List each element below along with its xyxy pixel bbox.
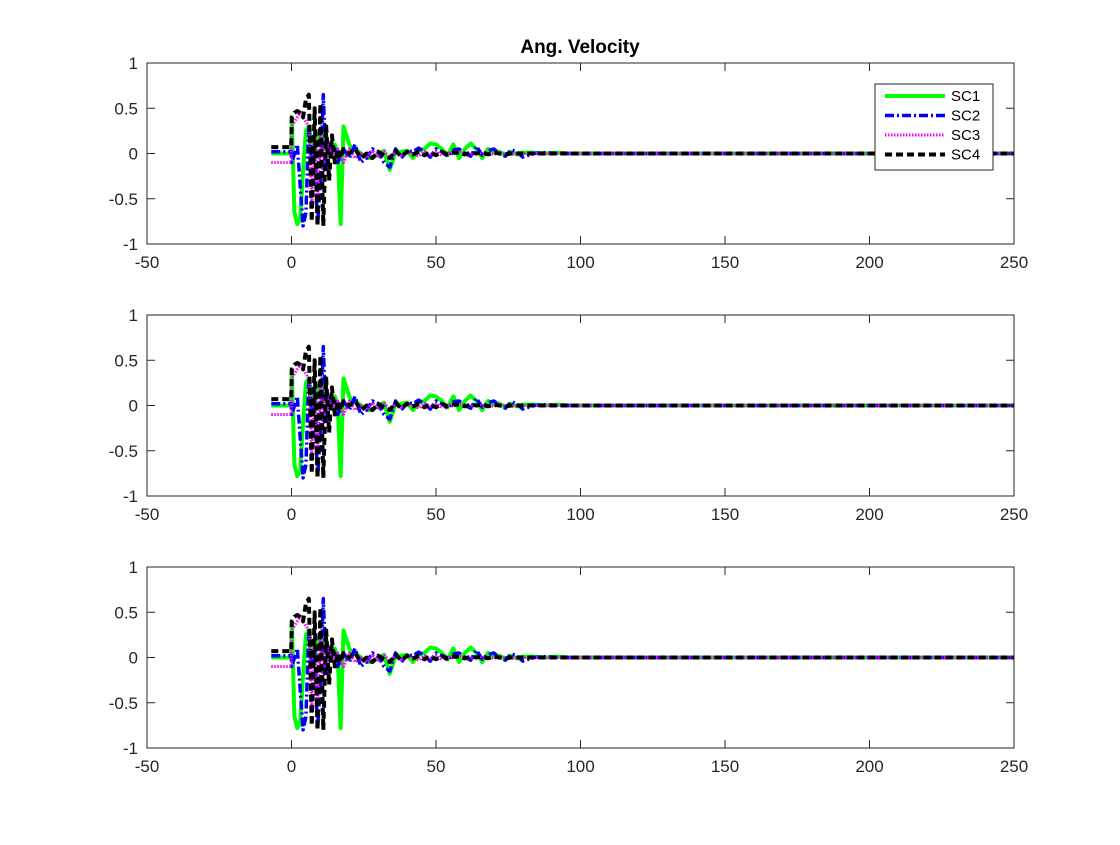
x-tick-label: 250 [1000, 757, 1028, 776]
series-line-sc4 [271, 344, 1014, 480]
axes-3: -50 0 50 100 150 200 250 -1 -0.5 0 0.5 1 [109, 558, 1028, 776]
x-tick-label: 250 [1000, 505, 1028, 524]
plot-area [271, 596, 1014, 732]
y-tick-label: 0.5 [114, 603, 138, 622]
legend-label-sc1: SC1 [951, 88, 980, 105]
y-tick-label: 0 [129, 145, 138, 164]
x-tick-label: 150 [711, 253, 739, 272]
series-line-sc4 [271, 92, 1014, 228]
y-tick-label: -0.5 [109, 442, 138, 461]
axes-2: -50 0 50 100 150 200 250 -1 -0.5 0 0.5 1 [109, 306, 1028, 524]
chart-title: Ang. Velocity [520, 37, 640, 58]
series-line-sc1 [271, 619, 1014, 731]
x-tick-label: 0 [287, 505, 296, 524]
legend-label-sc4: SC4 [951, 147, 980, 164]
y-tick-label: -0.5 [109, 694, 138, 713]
x-tick-label: 100 [566, 253, 594, 272]
x-tick-label: 250 [1000, 253, 1028, 272]
y-tick-label: 1 [129, 54, 138, 73]
y-tick-label: 0 [129, 397, 138, 416]
y-tick-label: 0.5 [114, 351, 138, 370]
plot-area [271, 344, 1014, 480]
series-line-sc3 [271, 363, 1014, 462]
x-tick-label: 200 [855, 757, 883, 776]
y-tick-label: -1 [123, 235, 138, 254]
x-tick-label: 50 [427, 757, 446, 776]
x-tick-label: 150 [711, 757, 739, 776]
series-line-sc3 [271, 615, 1014, 714]
series-line-sc2 [271, 344, 1014, 480]
axes-1: -50 0 50 100 150 200 250 -1 -0.5 0 0.5 1 [109, 54, 1028, 272]
legend: SC1 SC2 SC3 SC4 [874, 83, 994, 171]
series-line-sc2 [271, 596, 1014, 732]
y-tick-label: 0 [129, 649, 138, 668]
legend-label-sc3: SC3 [951, 127, 980, 144]
x-tick-label: 200 [855, 505, 883, 524]
axes-layer: -50 0 50 100 150 200 250-1-0.500.51-50 0 50 100 15… [109, 54, 1028, 776]
legend-label-sc2: SC2 [951, 108, 980, 125]
x-tick-label: 0 [287, 757, 296, 776]
series-line-sc1 [271, 367, 1014, 479]
x-tick-label: 100 [566, 757, 594, 776]
x-tick-label: 200 [855, 253, 883, 272]
x-tick-label: -50 [135, 757, 160, 776]
y-tick-label: 1 [129, 306, 138, 325]
plot-area [271, 92, 1014, 228]
x-tick-label: 50 [427, 253, 446, 272]
x-tick-label: -50 [135, 253, 160, 272]
x-tick-label: 0 [287, 253, 296, 272]
y-tick-label: 0.5 [114, 99, 138, 118]
y-tick-label: -0.5 [109, 190, 138, 209]
series-line-sc4 [271, 596, 1014, 732]
x-tick-label: -50 [135, 505, 160, 524]
y-tick-label: -1 [123, 487, 138, 506]
y-tick-label: 1 [129, 558, 138, 577]
x-tick-label: 50 [427, 505, 446, 524]
x-tick-label: 150 [711, 505, 739, 524]
x-tick-label: 100 [566, 505, 594, 524]
y-tick-label: -1 [123, 739, 138, 758]
